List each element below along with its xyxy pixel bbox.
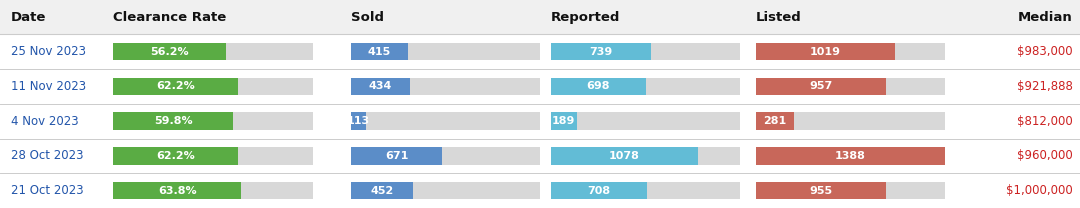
Bar (756, 43, 894, 60)
Text: 708: 708 (588, 186, 610, 196)
Bar (113, 113, 313, 130)
Text: $960,000: $960,000 (1016, 149, 1072, 162)
Text: 1019: 1019 (810, 47, 841, 57)
Bar (756, 182, 886, 199)
Bar (756, 113, 794, 130)
Text: 113: 113 (347, 116, 370, 126)
Bar (551, 78, 646, 95)
Text: 1388: 1388 (835, 151, 866, 161)
Bar (113, 147, 313, 165)
Text: 739: 739 (590, 47, 612, 57)
Bar (113, 78, 313, 95)
Bar (0, 0, 1080, 34)
Bar (113, 43, 226, 60)
Bar (756, 182, 945, 199)
Bar (351, 113, 540, 130)
Text: Listed: Listed (756, 11, 801, 24)
Bar (551, 147, 740, 165)
Bar (756, 147, 945, 165)
Text: 4 Nov 2023: 4 Nov 2023 (11, 115, 79, 128)
Bar (0, 173, 1080, 208)
Bar (351, 78, 410, 95)
Text: 63.8%: 63.8% (158, 186, 197, 196)
Text: 59.8%: 59.8% (153, 116, 192, 126)
Text: Median: Median (1017, 11, 1072, 24)
Bar (0, 34, 1080, 69)
Text: 56.2%: 56.2% (150, 47, 189, 57)
Bar (551, 147, 698, 165)
Text: 1078: 1078 (609, 151, 639, 161)
Bar (551, 182, 647, 199)
Bar (551, 113, 577, 130)
Bar (756, 113, 945, 130)
Bar (351, 43, 407, 60)
Text: 415: 415 (367, 47, 391, 57)
Bar (551, 182, 740, 199)
Bar (756, 43, 945, 60)
Bar (113, 147, 238, 165)
Text: 21 Oct 2023: 21 Oct 2023 (11, 184, 83, 197)
Bar (351, 147, 540, 165)
Bar (113, 113, 233, 130)
Text: 62.2%: 62.2% (157, 81, 194, 92)
Bar (0, 139, 1080, 173)
Bar (756, 147, 945, 165)
Bar (756, 78, 887, 95)
Text: 957: 957 (810, 81, 833, 92)
Bar (113, 182, 313, 199)
Bar (113, 43, 313, 60)
Text: $983,000: $983,000 (1016, 45, 1072, 58)
Text: 25 Nov 2023: 25 Nov 2023 (11, 45, 85, 58)
Text: 28 Oct 2023: 28 Oct 2023 (11, 149, 83, 162)
Bar (351, 43, 540, 60)
Text: $1,000,000: $1,000,000 (1005, 184, 1072, 197)
Text: 452: 452 (370, 186, 393, 196)
Bar (756, 78, 945, 95)
Text: 62.2%: 62.2% (157, 151, 194, 161)
Text: 189: 189 (552, 116, 576, 126)
Text: 698: 698 (586, 81, 610, 92)
Text: Clearance Rate: Clearance Rate (113, 11, 227, 24)
Bar (551, 78, 740, 95)
Bar (113, 78, 238, 95)
Bar (351, 113, 366, 130)
Text: Sold: Sold (351, 11, 384, 24)
Bar (551, 43, 740, 60)
Text: $921,888: $921,888 (1016, 80, 1072, 93)
Text: Date: Date (11, 11, 46, 24)
Bar (113, 182, 241, 199)
Bar (351, 147, 443, 165)
Bar (0, 104, 1080, 139)
Text: $812,000: $812,000 (1016, 115, 1072, 128)
Text: 955: 955 (809, 186, 833, 196)
Bar (351, 182, 540, 199)
Bar (351, 78, 540, 95)
Text: Reported: Reported (551, 11, 620, 24)
Text: 671: 671 (384, 151, 408, 161)
Bar (551, 113, 740, 130)
Text: 11 Nov 2023: 11 Nov 2023 (11, 80, 86, 93)
Bar (0, 69, 1080, 104)
Bar (551, 43, 651, 60)
Text: 281: 281 (764, 116, 786, 126)
Text: 434: 434 (369, 81, 392, 92)
Bar (351, 182, 413, 199)
